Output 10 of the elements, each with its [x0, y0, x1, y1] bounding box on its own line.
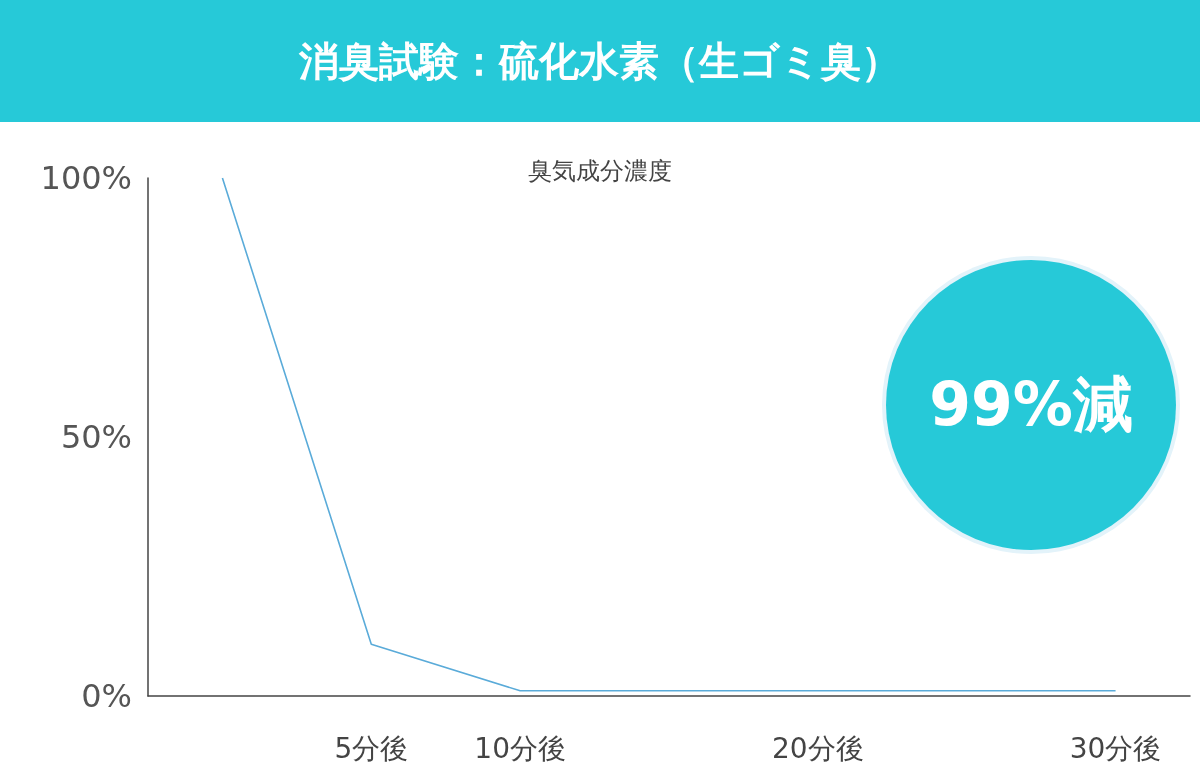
y-tick-label: 100% [40, 159, 132, 197]
y-axis-title: 臭気成分濃度 [528, 157, 672, 185]
x-tick-label: 10分後 [474, 731, 566, 765]
x-tick-label: 5分後 [334, 731, 409, 765]
chart-title: 消臭試験：硫化水素（生ゴミ臭） [0, 0, 1200, 122]
y-tick-label: 0% [81, 677, 132, 715]
y-tick-label: 50% [60, 418, 132, 456]
annotation: 99%減 [929, 367, 1133, 441]
x-tick-label: 30分後 [1069, 731, 1162, 765]
x-tick-label: 20分後 [772, 731, 864, 765]
